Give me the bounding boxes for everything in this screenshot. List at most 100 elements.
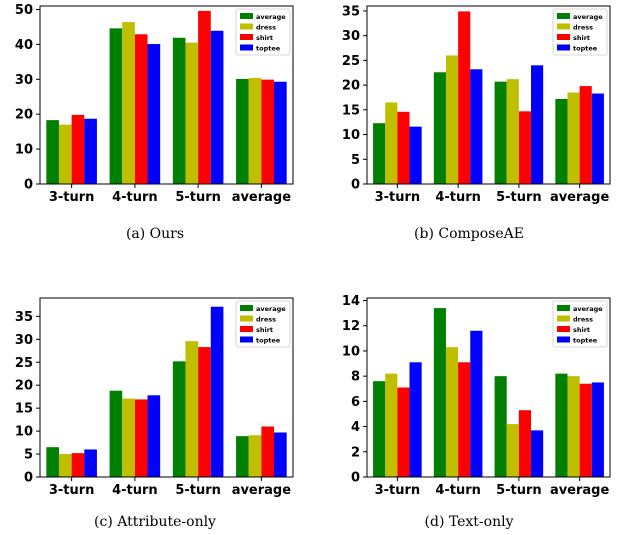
- bar-dress: [445, 347, 459, 477]
- bar-average: [373, 123, 386, 184]
- y-tick-label: 5: [24, 448, 33, 463]
- x-tick-label: 4-turn: [435, 483, 481, 498]
- bar-toptee: [210, 30, 224, 185]
- y-tick-label: 20: [342, 79, 360, 94]
- bar-shirt: [71, 114, 85, 184]
- bar-dress: [385, 373, 398, 477]
- x-tick-label: average: [232, 190, 292, 205]
- y-tick-label: 14: [342, 294, 360, 309]
- caption-composeae: (b) ComposeAE: [414, 226, 524, 242]
- legend-swatch-shirt: [240, 326, 253, 332]
- bar-average: [172, 361, 186, 477]
- bar-dress: [122, 398, 135, 477]
- y-tick-label: 10: [342, 128, 360, 143]
- x-tick-label: 3-turn: [49, 190, 95, 205]
- bar-shirt: [579, 86, 592, 184]
- y-tick-label: 20: [15, 379, 33, 394]
- legend-swatch-dress: [240, 23, 253, 30]
- y-tick-label: 0: [351, 178, 360, 193]
- bar-toptee: [591, 382, 604, 477]
- y-tick-label: 30: [15, 333, 33, 348]
- bar-dress: [185, 42, 199, 185]
- bar-toptee: [591, 93, 604, 184]
- legend-box: [552, 8, 608, 56]
- y-tick-label: 8: [351, 370, 360, 385]
- bar-shirt: [71, 453, 85, 477]
- bar-toptee: [84, 118, 97, 184]
- bar-toptee: [531, 430, 544, 477]
- y-tick-label: 35: [15, 310, 33, 325]
- legend-label-dress: dress: [573, 23, 593, 31]
- bar-toptee: [274, 432, 287, 477]
- bar-shirt: [134, 399, 148, 477]
- plot-frame: [366, 297, 611, 478]
- x-tick-label: 4-turn: [435, 190, 481, 205]
- bar-shirt: [518, 410, 532, 477]
- y-tick-label: 25: [15, 356, 33, 371]
- x-tick-label: 5-turn: [496, 483, 542, 498]
- legend-label-shirt: shirt: [573, 326, 590, 334]
- y-tick-label: 20: [15, 108, 33, 123]
- y-tick-label: 35: [342, 4, 360, 19]
- legend-swatch-shirt: [557, 326, 570, 332]
- bar-average: [555, 373, 568, 477]
- caption-attribute-only: (c) Attribute-only: [94, 514, 216, 530]
- bar-toptee: [409, 362, 422, 477]
- y-tick-label: 2: [351, 445, 360, 460]
- y-tick-label: 15: [342, 103, 360, 118]
- bar-average: [555, 98, 568, 184]
- bar-average: [433, 72, 446, 184]
- bar-average: [109, 28, 123, 185]
- bar-dress: [58, 454, 72, 477]
- x-tick-label: 5-turn: [496, 190, 542, 205]
- bar-dress: [122, 22, 135, 184]
- bar-average: [46, 120, 59, 184]
- legend-label-toptee: toptee: [573, 336, 598, 344]
- bar-average: [494, 81, 507, 184]
- plot-frame: [366, 5, 611, 185]
- y-tick-label: 15: [15, 402, 33, 417]
- bar-shirt: [261, 79, 275, 184]
- bar-dress: [506, 424, 519, 477]
- legend-swatch-toptee: [240, 44, 253, 51]
- y-tick-label: 30: [342, 29, 360, 44]
- bar-shirt: [458, 11, 471, 184]
- x-tick-label: 3-turn: [375, 190, 421, 205]
- bar-dress: [506, 79, 519, 184]
- bar-shirt: [458, 362, 471, 477]
- legend-label-toptee: toptee: [573, 44, 598, 52]
- bar-toptee: [147, 395, 161, 477]
- plot-frame: [39, 297, 294, 478]
- y-tick-label: 5: [351, 153, 360, 168]
- bar-toptee: [470, 69, 483, 184]
- y-tick-label: 4: [351, 420, 360, 435]
- bar-dress: [385, 102, 398, 184]
- y-tick-label: 0: [24, 471, 33, 486]
- legend-swatch-average: [557, 305, 570, 311]
- bar-dress: [248, 77, 262, 184]
- bar-shirt: [579, 383, 592, 477]
- legend-swatch-average: [240, 13, 253, 19]
- y-tick-label: 10: [342, 344, 360, 359]
- y-tick-label: 12: [342, 319, 360, 334]
- caption-ours: (a) Ours: [126, 226, 184, 242]
- bar-average: [236, 436, 249, 477]
- bar-toptee: [531, 65, 544, 184]
- plot-frame: [39, 5, 294, 185]
- legend-label-toptee: toptee: [256, 44, 281, 52]
- legend-swatch-average: [240, 305, 253, 311]
- legend-swatch-toptee: [240, 336, 253, 343]
- bar-dress: [445, 55, 459, 184]
- legend-swatch-toptee: [557, 336, 570, 343]
- bar-average: [494, 376, 507, 477]
- bar-toptee: [409, 126, 422, 184]
- legend-box: [235, 300, 291, 348]
- chart-ours: 0 10 20 30 40 50 3-turn 4-turn 5-turn average aver…: [15, 3, 294, 205]
- bar-shirt: [198, 347, 211, 477]
- y-tick-label: 40: [15, 38, 33, 53]
- bar-dress: [58, 124, 72, 184]
- chart-text-only: 0 2 4 6 8 10 12 14 3-turn 4-turn 5-turn average aver…: [342, 294, 611, 498]
- bar-average: [373, 381, 386, 477]
- legend-box: [235, 8, 291, 56]
